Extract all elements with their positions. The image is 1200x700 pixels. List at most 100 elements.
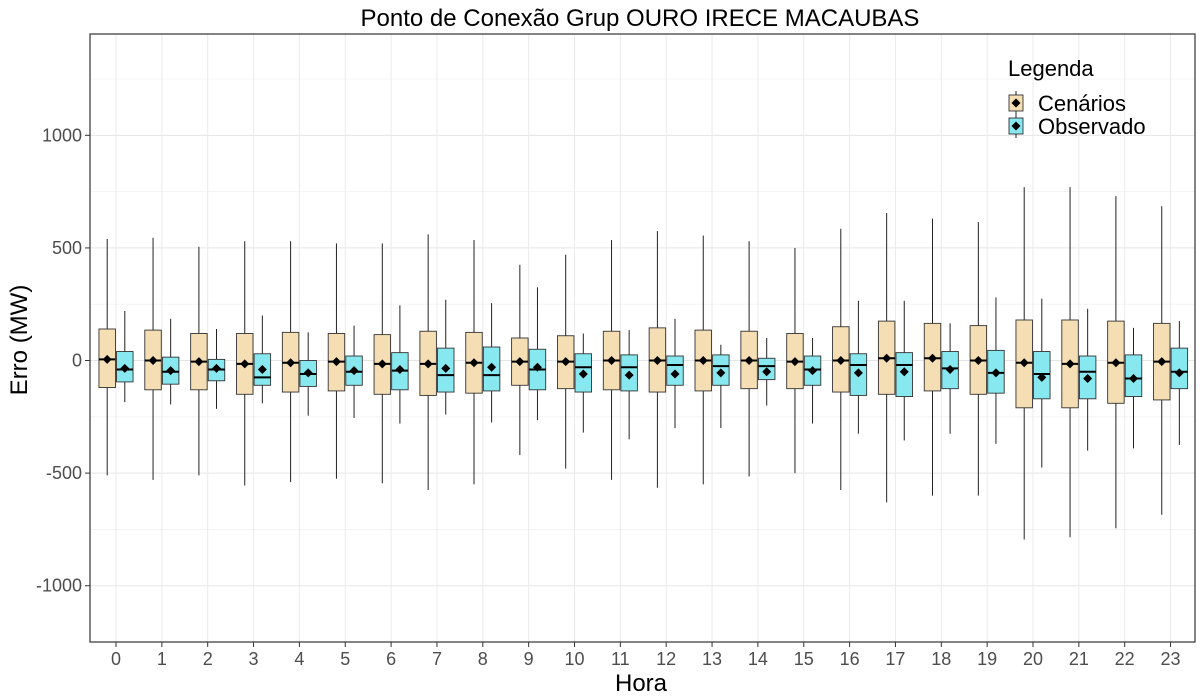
box-hour-14: [740, 241, 758, 477]
legend-key-mean: [1011, 121, 1021, 131]
box-hour-6: [373, 243, 391, 484]
x-tick-label: 7: [432, 649, 442, 669]
box-hour-0: [116, 310, 134, 403]
box-hour-9: [511, 264, 529, 456]
mean-marker: [607, 356, 617, 366]
x-tick-label: 3: [249, 649, 259, 669]
legend-label: Observado: [1038, 114, 1146, 139]
mean-marker: [945, 365, 955, 375]
x-tick-label: 2: [203, 649, 213, 669]
mean-marker: [1065, 359, 1075, 369]
x-tick-label: 1: [157, 649, 167, 669]
mean-marker: [973, 356, 983, 366]
mean-marker: [148, 356, 158, 366]
box-hour-4: [281, 241, 300, 483]
plot-panel-border: [89, 33, 1196, 643]
x-axis-title: Hora: [615, 670, 668, 697]
series-cenarios: [98, 187, 1171, 540]
box-hour-22: [1107, 196, 1125, 529]
box-hour-8: [482, 303, 501, 423]
mean-marker: [1083, 374, 1093, 384]
mean-marker: [836, 356, 846, 366]
box-hour-18: [923, 218, 942, 496]
box-hour-3: [253, 315, 272, 404]
mean-marker: [1037, 372, 1047, 382]
mean-marker: [928, 353, 937, 363]
box-hour-21: [1078, 308, 1097, 451]
mean-marker: [377, 359, 387, 369]
mean-marker: [331, 357, 341, 367]
box-hour-5: [327, 243, 346, 479]
legend-item-cenarios: Cenários: [1008, 91, 1126, 116]
box-hour-17: [895, 300, 913, 441]
x-tick-label: 15: [794, 649, 814, 669]
box-hour-4: [299, 332, 317, 416]
box-hour-2: [207, 328, 226, 409]
mean-marker: [1129, 374, 1138, 384]
x-tick-label: 4: [294, 649, 304, 669]
box-hour-8: [465, 240, 483, 485]
mean-marker: [102, 354, 112, 364]
legend-key-mean: [1011, 98, 1021, 108]
box-hour-16: [832, 228, 850, 490]
x-tick-label: 19: [977, 649, 997, 669]
mean-marker: [303, 368, 313, 378]
mean-marker: [624, 370, 634, 380]
box-hour-23: [1153, 206, 1171, 515]
x-tick-label: 8: [478, 649, 488, 669]
box-hour-14: [758, 338, 776, 406]
x-tick-label: 20: [1023, 649, 1043, 669]
box-hour-13: [712, 344, 730, 429]
mean-marker: [240, 359, 250, 369]
box-hour-0: [98, 238, 116, 476]
mean-marker: [882, 353, 892, 363]
x-tick-label: 17: [885, 649, 905, 669]
box-hour-7: [437, 299, 455, 415]
y-tick-label: 0: [72, 351, 82, 371]
x-tick-label: 13: [702, 649, 722, 669]
legend-label: Cenários: [1038, 91, 1126, 116]
box-hour-20: [1033, 298, 1051, 468]
mean-marker: [853, 368, 863, 378]
mean-marker: [1174, 368, 1184, 378]
series-observado: [116, 287, 1189, 468]
box-hour-10: [574, 333, 592, 433]
mean-marker: [808, 366, 818, 376]
mean-marker: [991, 368, 1001, 378]
box-hour-23: [1170, 321, 1189, 445]
x-tick-label: 12: [656, 649, 676, 669]
mean-marker: [1111, 358, 1121, 368]
box-hour-22: [1124, 327, 1143, 449]
box-hour-11: [602, 240, 621, 480]
mean-marker: [469, 358, 479, 368]
mean-marker: [698, 356, 708, 366]
mean-marker: [762, 367, 772, 377]
mean-marker: [532, 362, 542, 372]
mean-marker: [257, 365, 267, 375]
mean-marker: [1019, 358, 1029, 368]
box-hour-12: [666, 318, 684, 429]
mean-marker: [899, 367, 909, 377]
x-tick-label: 6: [386, 649, 396, 669]
box-hour-17: [877, 213, 896, 503]
chart-title: Ponto de Conexão Grup OURO IRECE MACAUBA…: [361, 5, 920, 32]
mean-marker: [349, 366, 359, 376]
mean-marker: [194, 357, 204, 367]
x-tick-label: 22: [1115, 649, 1135, 669]
x-tick-label: 5: [340, 649, 350, 669]
mean-marker: [652, 356, 662, 366]
box-hour-1: [144, 237, 162, 480]
mean-marker: [578, 369, 588, 379]
mean-marker: [423, 359, 433, 369]
y-tick-label: -1000: [36, 576, 82, 596]
box-hour-19: [969, 222, 988, 496]
y-tick-label: 1000: [42, 125, 82, 145]
box-hour-5: [345, 325, 363, 418]
legend-title: Legenda: [1008, 56, 1094, 81]
mean-marker: [561, 357, 571, 367]
x-tick-label: 16: [840, 649, 860, 669]
box-hour-12: [648, 231, 667, 488]
